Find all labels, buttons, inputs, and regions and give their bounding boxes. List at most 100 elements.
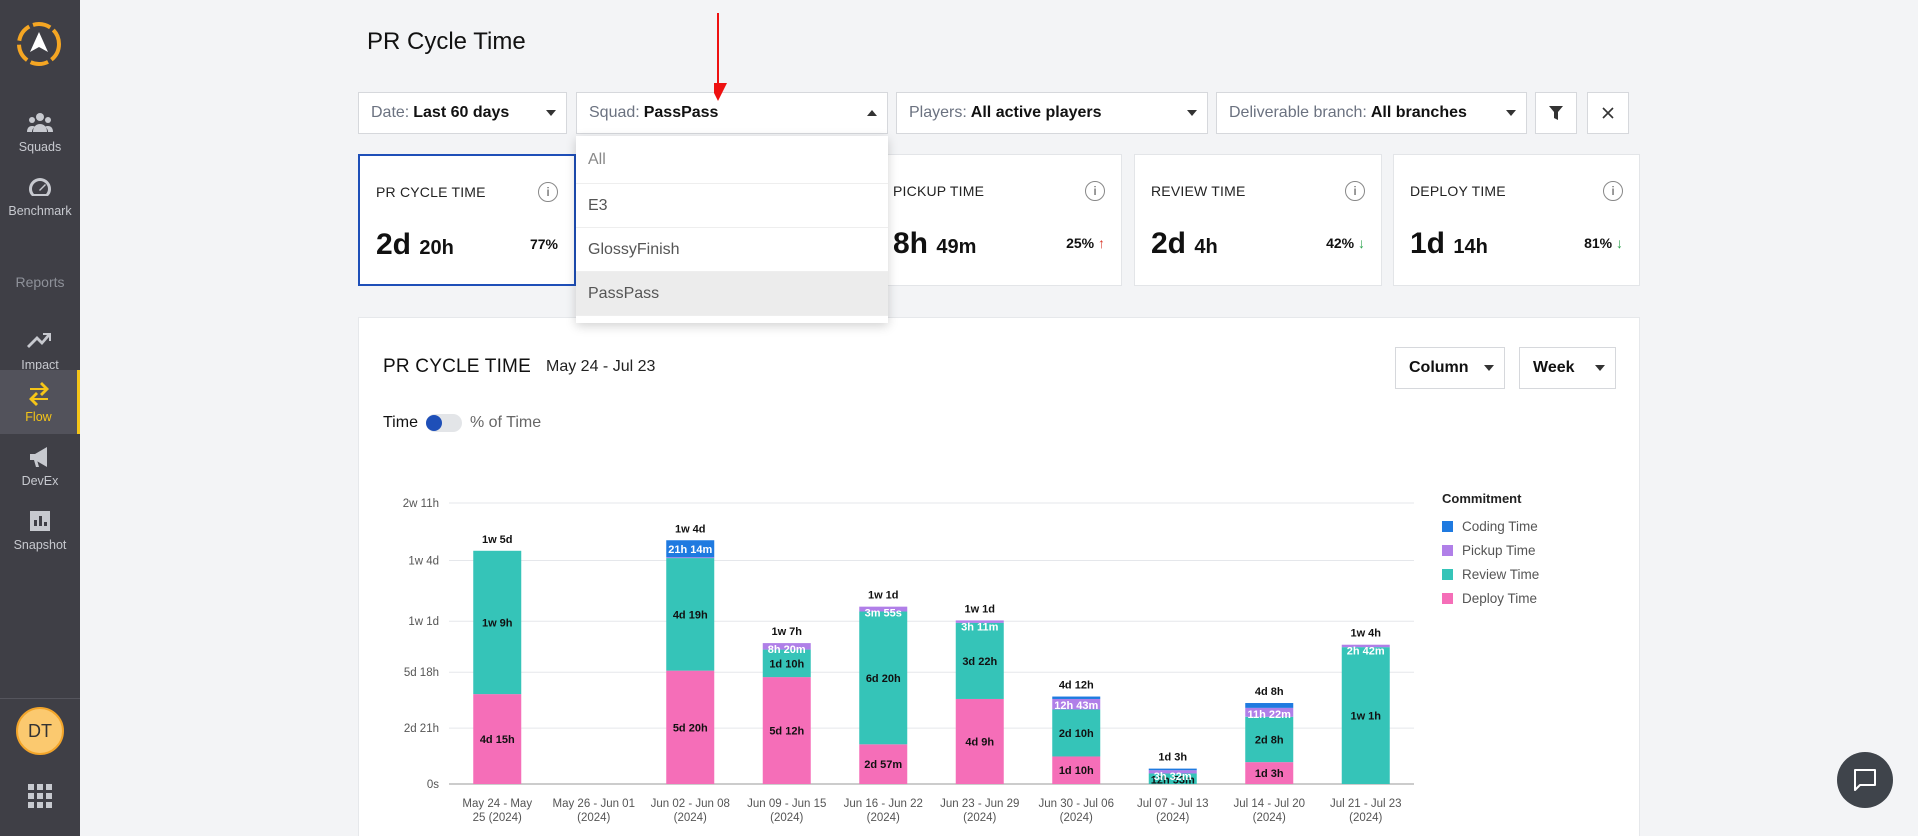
squad-option-glossyfinish[interactable]: GlossyFinish [576,228,888,272]
x-tick-label: Jun 02 - Jun 08 [651,798,730,810]
metric-value: 2d 4h [1151,227,1218,261]
x-tick-label: Jul 07 - Jul 13 [1137,798,1209,810]
close-icon [1602,107,1614,119]
x-tick-label: (2024) [1156,812,1189,824]
bar-segment-label: 2d 57m [864,759,902,771]
date-filter[interactable]: Date: Last 60 days [358,92,567,134]
bar-segment-label: 3m 55s [865,608,902,620]
x-tick-label: Jun 16 - Jun 22 [844,798,923,810]
sidebar: Squads Benchmark Reports Impact Flow Dev… [0,0,80,836]
legend-item-label: Coding Time [1462,519,1538,534]
chart-type-select-value: Column [1409,359,1469,376]
date-filter-label: Date: [371,104,410,121]
x-tick-label: (2024) [963,812,996,824]
bar-segment-label: 2d 10h [1059,728,1094,740]
y-tick-label: 2w 11h [403,498,439,510]
squad-option-passpass[interactable]: PassPass [576,272,888,316]
squad-filter[interactable]: Squad: PassPass [576,92,888,134]
metric-label: REVIEW TIME [1151,183,1246,199]
caret-up-icon [867,110,877,116]
sidebar-item-benchmark[interactable]: Benchmark [0,164,80,228]
sidebar-item-label: Benchmark [8,204,72,218]
legend-item-label: Review Time [1462,567,1539,582]
sidebar-item-squads[interactable]: Squads [0,100,80,164]
filter-button[interactable] [1535,92,1577,134]
bar-segment [859,744,908,784]
x-tick-label: Jun 30 - Jul 06 [1039,798,1114,810]
bar-segment [762,677,811,784]
metric-card-review-time[interactable]: REVIEW TIME i 2d 4h 42% ↓ [1134,154,1382,286]
bar-segment [1245,703,1294,708]
metric-label: PR CYCLE TIME [376,184,486,200]
metric-card-deploy-time[interactable]: DEPLOY TIME i 1d 14h 81% ↓ [1393,154,1640,286]
sidebar-divider [0,698,80,699]
metric-change: 42% ↓ [1326,235,1365,251]
chart-type-select[interactable]: Column [1395,347,1505,389]
apps-grid-icon[interactable] [27,783,53,809]
chat-button[interactable] [1837,752,1893,808]
sidebar-item-label: Flow [25,410,52,424]
metric-label: DEPLOY TIME [1410,183,1506,199]
logo-icon[interactable] [15,20,63,68]
toggle-label-percent: % of Time [469,414,542,431]
players-filter-label: Players: [909,104,967,121]
metric-value-major: 2d [376,228,412,261]
sidebar-item-label: DevEx [21,474,59,488]
sidebar-item-devex[interactable]: DevEx [0,434,80,498]
squad-option-all[interactable]: All [576,136,888,184]
interval-select[interactable]: Week [1519,347,1616,389]
bar-segment [666,558,715,671]
metric-card-pickup-time[interactable]: PICKUP TIME i 8h 49m 25% ↑ [876,154,1122,286]
bar-segment-label: 12h 53m [1151,774,1195,786]
y-tick-label: 1w 1d [408,616,439,628]
bar-total-label: 4d 12h [1059,680,1094,692]
bar-segment-label: 4d 9h [965,736,994,748]
chart-title: PR CYCLE TIME [383,356,531,377]
bar-segment-label: 5d 12h [769,726,804,738]
branch-filter[interactable]: Deliverable branch: All branches [1216,92,1527,134]
info-icon[interactable]: i [1085,181,1105,201]
squad-filter-value: PassPass [643,104,719,121]
x-tick-label: 25 (2024) [473,812,522,824]
sidebar-item-label: Snapshot [13,538,67,552]
bar-segment [1245,716,1294,763]
metric-change: 81% ↓ [1584,235,1623,251]
bar-total-label: 1w 1d [964,603,995,615]
page-title: PR Cycle Time [367,28,526,55]
chart-date-range: May 24 - Jul 23 [546,358,656,375]
y-tick-label: 2d 21h [404,723,439,735]
caret-down-icon [1187,110,1197,116]
bar-segment-label: 8h 20m [768,644,806,656]
x-tick-label: Jun 23 - Jun 29 [940,798,1019,810]
bar-segment [666,540,715,558]
bar-total-label: 1w 4h [1350,628,1381,640]
interval-select-value: Week [1533,359,1575,376]
metric-value-major: 2d [1151,227,1187,260]
metric-value-major: 1d [1410,227,1446,260]
info-icon[interactable]: i [1603,181,1623,201]
x-tick-label: (2024) [1253,812,1286,824]
squad-option-e3[interactable]: E3 [576,184,888,228]
bar-segment [1341,647,1390,784]
x-tick-label: (2024) [577,812,610,824]
metric-change-pct: 42% [1326,235,1355,251]
bar-segment [1148,768,1197,771]
players-filter[interactable]: Players: All active players [896,92,1208,134]
caret-down-icon [1484,365,1494,371]
bar-segment [1245,762,1294,784]
sidebar-item-snapshot[interactable]: Snapshot [0,498,80,562]
sidebar-item-flow[interactable]: Flow [0,370,80,434]
clear-filters-button[interactable] [1587,92,1629,134]
info-icon[interactable]: i [1345,181,1365,201]
info-icon[interactable]: i [538,182,558,202]
bar-segment-label: 1d 3h [1255,768,1284,780]
sidebar-item-impact[interactable]: Impact [0,318,80,382]
bar-segment [1052,709,1101,757]
metric-change-pct: 25% [1066,235,1095,251]
annotation-arrow-icon [714,13,727,101]
metric-card-pr-cycle-time[interactable]: PR CYCLE TIME i 2d 20h 77% [358,154,576,286]
x-tick-label: May 24 - May [462,798,532,810]
toggle-knob [425,415,442,431]
avatar[interactable]: DT [16,707,64,755]
time-mode-toggle[interactable] [425,414,462,432]
